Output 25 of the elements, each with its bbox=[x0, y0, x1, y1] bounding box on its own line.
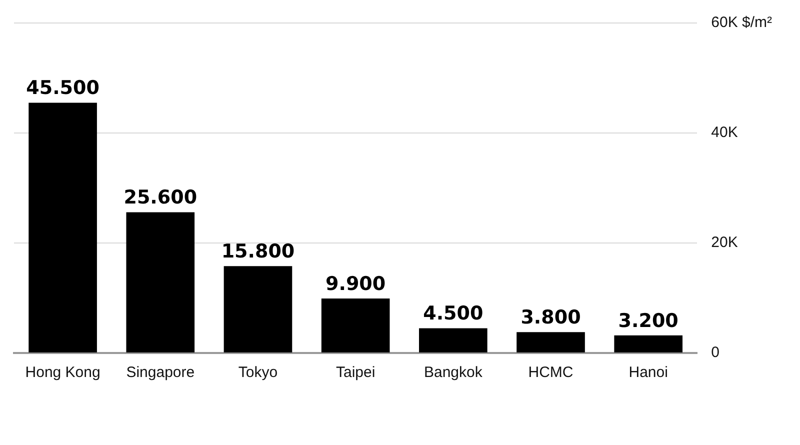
y-tick-label: 20K bbox=[711, 234, 738, 252]
data-label: 15.800 bbox=[221, 240, 295, 263]
data-label: 9.900 bbox=[326, 272, 386, 295]
bar bbox=[321, 298, 390, 352]
data-label: 4.500 bbox=[423, 302, 484, 325]
data-label: 3.200 bbox=[618, 310, 678, 332]
x-tick-label: Hong Kong bbox=[25, 364, 100, 382]
bar bbox=[614, 335, 683, 352]
data-label: 25.600 bbox=[124, 186, 198, 209]
bar bbox=[28, 102, 97, 352]
x-tick-label: HCMC bbox=[528, 364, 574, 382]
y-tick-label: 40K bbox=[711, 124, 738, 142]
data-label: 3.800 bbox=[520, 306, 581, 329]
x-tick-label: Singapore bbox=[126, 364, 195, 382]
x-tick-label: Taipei bbox=[336, 364, 376, 382]
bar bbox=[419, 328, 488, 352]
bar bbox=[224, 266, 292, 352]
data-label: 45.500 bbox=[26, 77, 100, 100]
bar bbox=[516, 332, 585, 352]
x-tick-label: Tokyo bbox=[238, 364, 278, 382]
x-tick-label: Bangkok bbox=[424, 364, 483, 382]
x-tick-label: Hanoi bbox=[628, 364, 668, 382]
bar bbox=[126, 212, 195, 352]
y-tick-label: 0 bbox=[711, 344, 720, 362]
y-tick-label: 60K $/m² bbox=[711, 14, 772, 32]
